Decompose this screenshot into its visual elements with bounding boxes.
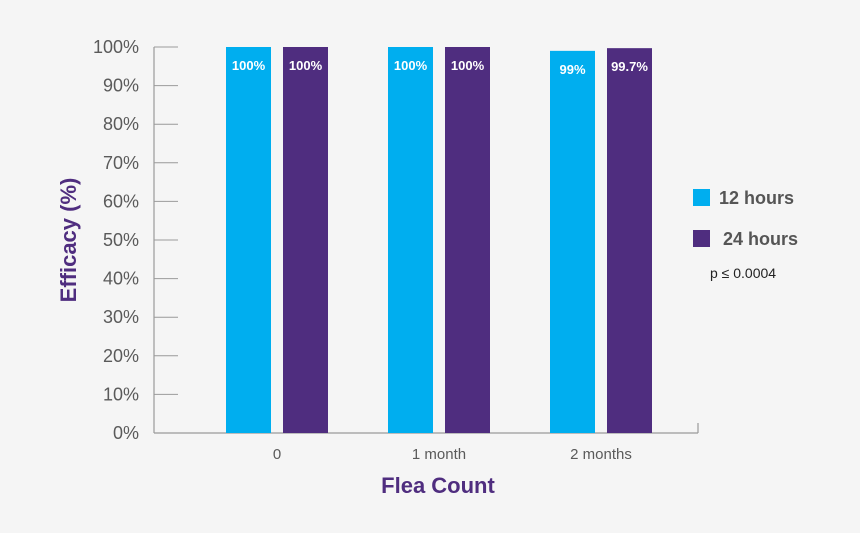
p-value-annotation: p ≤ 0.0004 (710, 265, 776, 281)
x-tick-label: 0 (273, 446, 281, 463)
legend-label-24-hours: 24 hours (723, 229, 798, 249)
y-tick-label: 100% (93, 37, 139, 57)
bar-data-label: 100% (451, 58, 485, 73)
bar-24-hours-0 (283, 47, 328, 433)
bar-data-label: 100% (394, 58, 428, 73)
bar-12-hours-2-months (550, 50, 595, 434)
legend-label-12-hours: 12 hours (719, 188, 794, 208)
bar-24-hours-2-months (607, 48, 652, 434)
y-tick-label: 70% (103, 153, 139, 173)
bar-12-hours-1-month (388, 47, 433, 433)
y-ticks: 0% 10% 20% 30% 40% 50% 60% 70% 80% 90% 100% (93, 37, 178, 443)
y-tick-label: 0% (113, 423, 139, 443)
bar-data-label: 99% (559, 62, 585, 77)
bar-data-label: 99.7% (611, 59, 648, 74)
y-tick-label: 40% (103, 269, 139, 289)
bar-data-label: 100% (289, 58, 323, 73)
y-tick-label: 60% (103, 191, 139, 211)
x-axis-title: Flea Count (381, 473, 495, 498)
y-tick-label: 90% (103, 76, 139, 96)
y-tick-label: 80% (103, 114, 139, 134)
y-tick-label: 20% (103, 346, 139, 366)
bar-24-hours-1-month (445, 47, 490, 433)
legend-swatch-12-hours (693, 189, 710, 206)
x-tick-label: 2 months (570, 446, 632, 463)
y-tick-label: 30% (103, 307, 139, 327)
x-tick-labels: 0 1 month 2 months (273, 446, 632, 463)
bars: 100% 100% 100% 100% 99% 99.7% (226, 47, 652, 434)
bar-12-hours-0 (226, 47, 271, 433)
y-tick-label: 50% (103, 230, 139, 250)
bar-data-label: 100% (232, 58, 266, 73)
y-axis-title: Efficacy (%) (56, 178, 81, 303)
legend: 12 hours 24 hours (693, 188, 798, 249)
legend-swatch-24-hours (693, 230, 710, 247)
y-tick-label: 10% (103, 384, 139, 404)
x-tick-label: 1 month (412, 446, 466, 463)
